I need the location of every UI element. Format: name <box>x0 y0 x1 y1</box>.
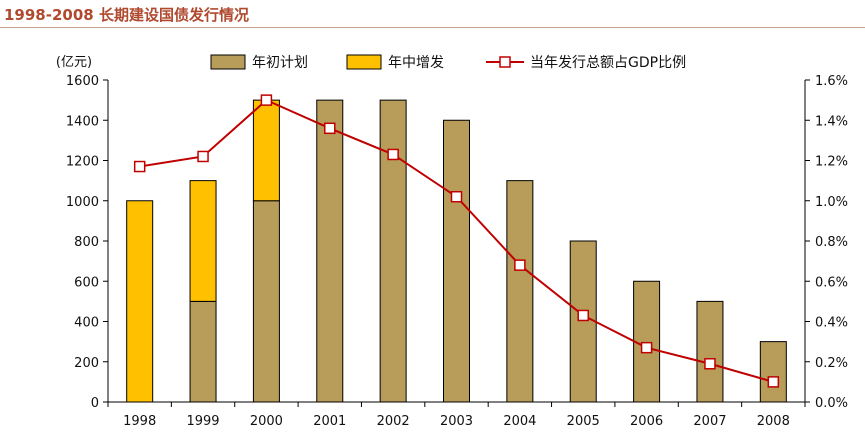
bar-2006-plan <box>633 280 661 403</box>
x-tick-label: 2006 <box>630 414 663 429</box>
gdp-ratio-point-1999 <box>197 150 209 163</box>
legend-swatch-plan <box>210 54 246 70</box>
y-left-tick-label: 600 <box>74 275 99 290</box>
y-left-tick-label: 1200 <box>66 155 99 170</box>
gdp-ratio-point-2004 <box>514 259 526 271</box>
axes: 0 200 400 600 800 1000 1200 1400 1600 0.0% 0.2% 0.4… <box>56 55 848 429</box>
x-tick-label: 2002 <box>377 414 410 429</box>
y-left-tick-label: 800 <box>74 235 99 250</box>
x-tick-label: 1999 <box>186 414 219 429</box>
gdp-ratio-point-2003 <box>450 190 463 203</box>
bar-series <box>126 99 787 403</box>
bar-2003-plan <box>443 119 470 403</box>
bar-2007-plan <box>696 300 724 403</box>
legend-label-extra: 年中增发 <box>388 55 444 71</box>
bar-2001-plan <box>316 99 344 403</box>
x-tick-label: 2003 <box>440 414 473 429</box>
gdp-ratio-point-2000 <box>260 94 273 106</box>
x-tick-label: 2007 <box>693 414 726 429</box>
x-tick-label: 2005 <box>567 414 600 429</box>
bar-2000-extra <box>252 99 280 202</box>
gdp-ratio-point-2006 <box>640 341 653 354</box>
x-tick-label: 2004 <box>503 414 536 429</box>
y-right-tick-label: 1.6% <box>815 74 848 89</box>
bar-1999-plan <box>189 300 217 403</box>
bar-2005-plan <box>569 240 597 403</box>
y-left-tick-label: 1000 <box>66 195 99 210</box>
gdp-ratio-point-2001 <box>324 122 336 135</box>
gdp-ratio-point-2005 <box>577 309 589 322</box>
legend-label-plan: 年初计划 <box>252 54 308 71</box>
legend-label-gdp: 当年发行总额占GDP比例 <box>530 55 686 71</box>
y-right-tick-label: 0.0% <box>815 396 848 411</box>
y-right-tick-label: 0.2% <box>815 356 848 371</box>
chart-title: 1998-2008 长期建设国债发行情况 <box>4 6 249 24</box>
gdp-ratio-point-2008 <box>767 376 780 388</box>
gdp-ratio-point-2002 <box>387 148 399 161</box>
title-divider <box>0 27 865 28</box>
y-right-tick-label: 1.0% <box>815 195 848 210</box>
legend-swatch-extra <box>346 54 382 70</box>
y-left-tick-label: 1600 <box>66 74 99 89</box>
legend-marker-gdp <box>499 56 511 68</box>
x-tick-label: 2001 <box>313 414 346 429</box>
y-left-tick-label: 1400 <box>66 114 99 129</box>
y-right-tick-label: 1.4% <box>815 114 848 129</box>
line-series <box>133 94 780 388</box>
gdp-ratio-point-2007 <box>704 358 716 370</box>
y-right-tick-label: 0.4% <box>815 316 848 331</box>
x-tick-label: 2000 <box>250 414 283 429</box>
bar-1998-extra <box>126 200 154 403</box>
legend: 年初计划 年中增发 当年发行总额占GDP比例 <box>210 54 686 71</box>
bar-2008-plan <box>759 341 787 403</box>
y-left-tick-label: 400 <box>74 316 99 331</box>
bar-2004-plan <box>506 180 534 403</box>
y-left-tick-label: 200 <box>74 356 99 371</box>
y-left-unit-label: (亿元) <box>56 55 92 70</box>
bar-2000-plan <box>252 200 280 403</box>
y-right-tick-label: 0.6% <box>815 275 848 290</box>
y-right-tick-label: 0.8% <box>815 235 848 250</box>
y-left-tick-label: 0 <box>91 396 99 411</box>
gdp-ratio-point-1998 <box>133 160 146 173</box>
y-right-tick-label: 1.2% <box>815 155 848 170</box>
x-tick-label: 1998 <box>123 414 156 429</box>
x-tick-label: 2008 <box>757 414 790 429</box>
bar-2002-plan <box>379 99 407 403</box>
bar-1999-extra <box>189 180 217 302</box>
